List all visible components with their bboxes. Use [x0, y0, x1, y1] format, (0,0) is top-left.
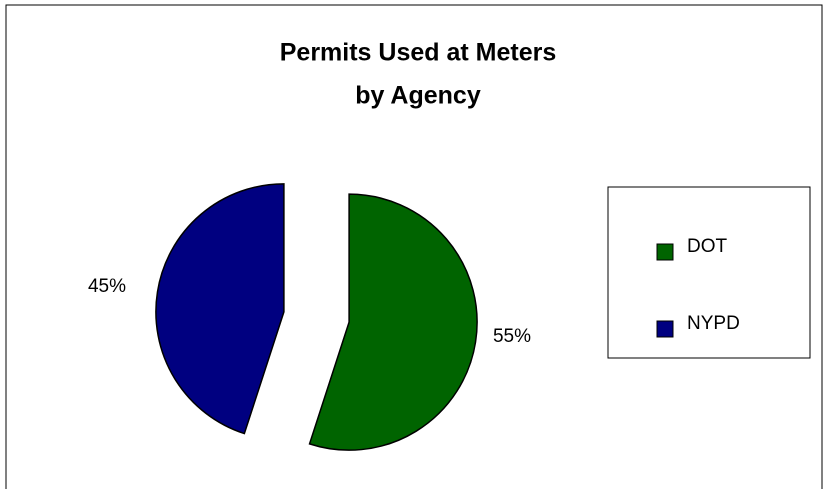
legend-label: DOT [687, 236, 728, 257]
pie-slice [308, 193, 478, 451]
chart-title: Permits Used at Meters [280, 39, 557, 67]
data-label: 55% [493, 326, 531, 347]
chart-title: by Agency [355, 82, 481, 110]
legend-label: NYPD [687, 313, 740, 334]
legend-swatch [656, 320, 674, 338]
legend-box [607, 186, 811, 359]
data-label: 45% [88, 276, 126, 297]
pie-slice [155, 183, 285, 435]
legend-swatch [656, 243, 674, 261]
